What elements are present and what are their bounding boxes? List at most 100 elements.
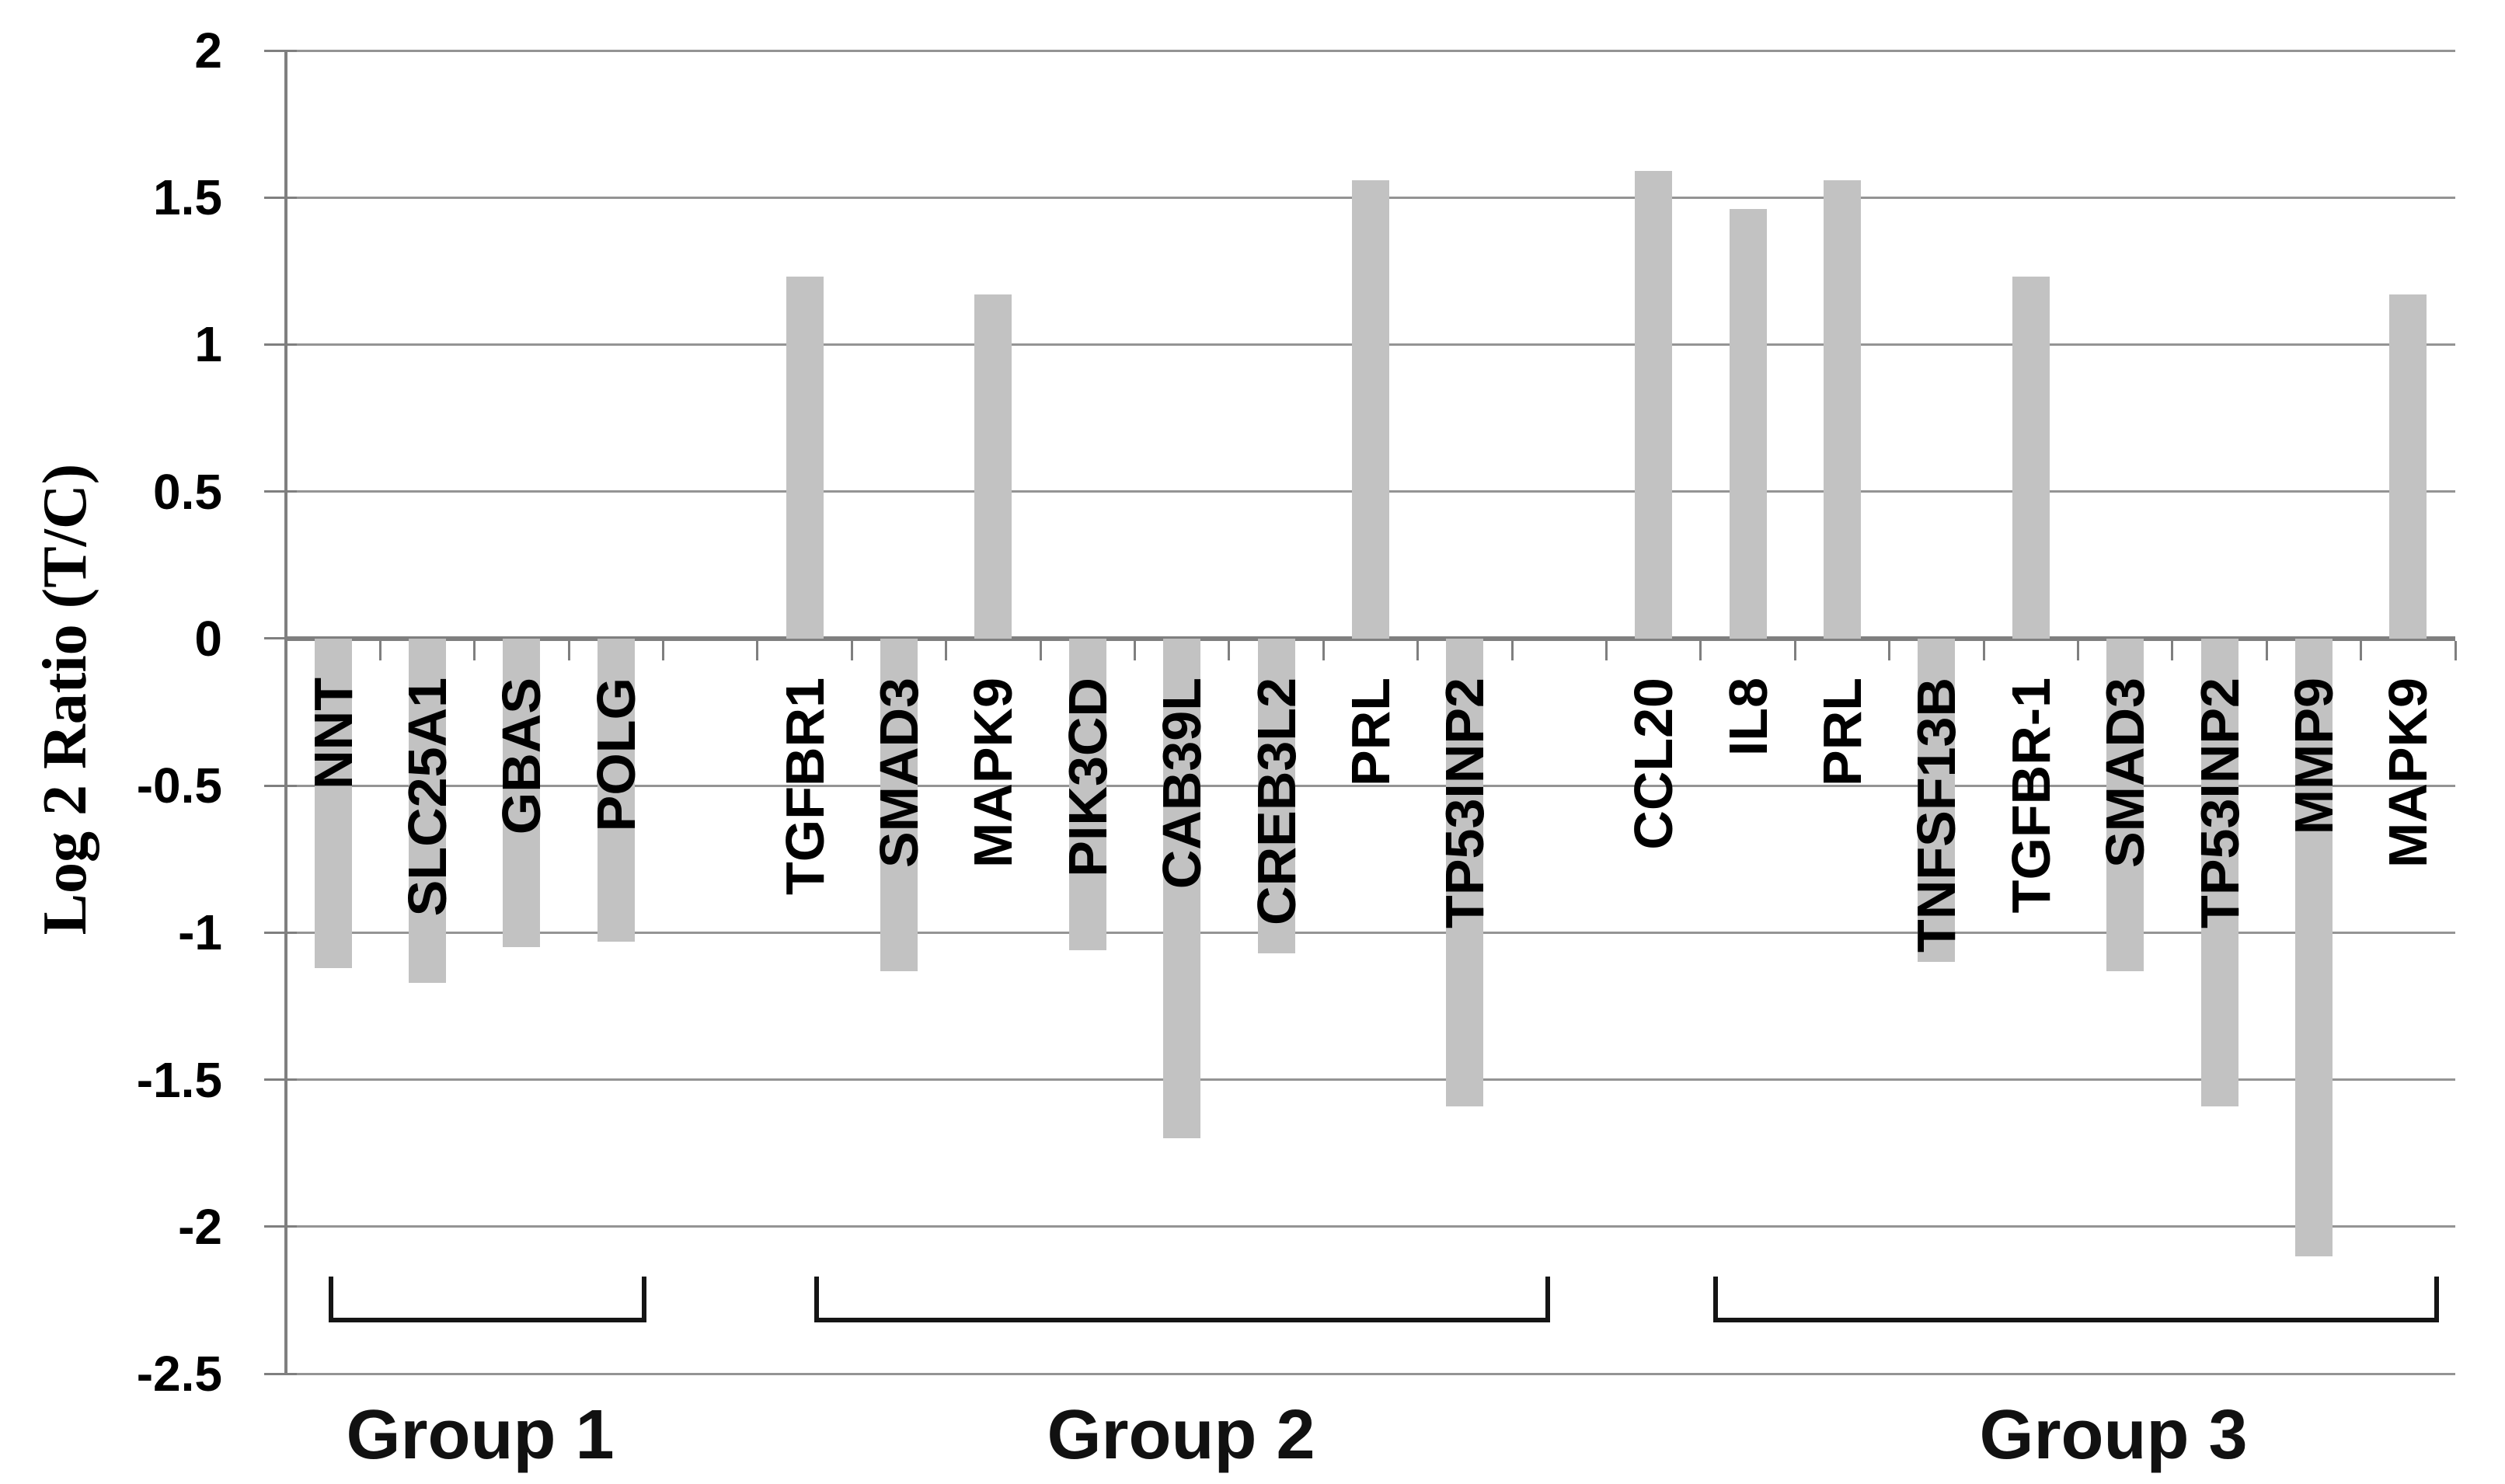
y-gridline	[286, 931, 2455, 934]
x-label-text: PIK3CD	[1057, 677, 1118, 877]
x-label-text: CREB3L2	[1246, 677, 1307, 925]
y-tick	[264, 343, 297, 346]
x-tick	[945, 640, 948, 660]
x-tick	[1039, 640, 1042, 660]
group-label-1: Group 1	[346, 1396, 615, 1474]
y-axis-line	[284, 51, 287, 1374]
y-tick-label: -2.5	[136, 1346, 222, 1402]
x-tick	[662, 640, 665, 660]
x-label-text: CCL20	[1623, 677, 1685, 850]
y-tick	[264, 931, 297, 934]
bar-TP53INP2	[1446, 638, 1484, 1106]
bar-CREB3L2	[1257, 638, 1295, 953]
x-tick	[850, 640, 853, 660]
x-label-text: MAPK9	[963, 677, 1024, 868]
x-tick	[2360, 640, 2363, 660]
bar-TP53INP2	[2200, 638, 2238, 1106]
x-label-text: TGFBR-1	[2000, 677, 2061, 914]
group-label-3: Group 3	[1979, 1396, 2248, 1474]
y-tick	[264, 1225, 297, 1228]
y-gridline	[286, 49, 2455, 52]
group-bracket-1	[329, 1277, 646, 1322]
bar-PRL	[1823, 179, 1861, 639]
x-label-text: MMP9	[2283, 677, 2344, 835]
y-tick-label: 0.5	[153, 463, 222, 520]
bar-PRL	[1352, 179, 1389, 639]
bar-CCL20	[1635, 171, 1673, 639]
y-gridline	[286, 1078, 2455, 1082]
x-label-MAPK9: MAPK9	[2378, 678, 2505, 868]
group-label-2: Group 2	[1047, 1396, 1315, 1474]
x-tick	[1982, 640, 1985, 660]
x-label-text: MAPK9	[2378, 677, 2439, 868]
x-label-text: NNT	[302, 677, 364, 789]
bar-IL8	[1729, 209, 1767, 639]
bar-POLG	[597, 638, 635, 942]
y-axis-title-text: Log 2 Ratio (T/C)	[31, 463, 99, 935]
x-label-text: TP53INP2	[2189, 677, 2250, 928]
y-gridline	[286, 1372, 2455, 1375]
zero-axis-line	[286, 636, 2455, 641]
bar-SMAD3	[880, 638, 918, 971]
y-tick	[264, 1078, 297, 1082]
y-tick	[264, 784, 297, 787]
x-tick	[1793, 640, 1796, 660]
x-tick	[1888, 640, 1891, 660]
x-tick	[2076, 640, 2079, 660]
y-gridline	[286, 1225, 2455, 1228]
x-tick	[1699, 640, 1702, 660]
x-label-text: SLC25A1	[397, 677, 458, 917]
bar-MAPK9	[2389, 294, 2427, 639]
x-label-text: TP53INP2	[1434, 677, 1496, 928]
x-tick	[1322, 640, 1325, 660]
group-bracket-3	[1713, 1277, 2439, 1322]
x-tick	[756, 640, 759, 660]
bar-MAPK9	[974, 294, 1012, 639]
y-tick	[264, 196, 297, 199]
x-tick	[1228, 640, 1231, 660]
x-tick	[2265, 640, 2268, 660]
y-tick-label: -1	[178, 904, 222, 961]
y-tick-label: 0	[194, 610, 222, 667]
x-label-text: SMAD3	[2095, 677, 2156, 868]
y-gridline	[286, 784, 2455, 787]
x-label-text: POLG	[585, 677, 646, 832]
x-tick	[567, 640, 570, 660]
x-label-text: GBAS	[491, 677, 552, 835]
y-tick	[264, 49, 297, 52]
x-label-text: PRL	[1811, 677, 1873, 786]
x-tick	[473, 640, 476, 660]
x-label-text: CAB39L	[1151, 677, 1213, 890]
bar-SMAD3	[2106, 638, 2144, 971]
x-tick	[1134, 640, 1137, 660]
x-label-text: SMAD3	[869, 677, 930, 868]
bar-SLC25A1	[409, 638, 447, 983]
y-tick	[264, 1372, 297, 1375]
y-tick-label: 1	[194, 316, 222, 373]
bar-PIK3CD	[1068, 638, 1106, 951]
y-tick-label: -1.5	[136, 1051, 222, 1108]
bar-TGFBR-1	[2012, 277, 2050, 639]
bar-GBAS	[503, 638, 541, 948]
x-tick	[378, 640, 381, 660]
y-tick	[264, 637, 297, 640]
bar-NNT	[314, 638, 352, 968]
group-bracket-2	[814, 1277, 1550, 1322]
x-label-IL8: IL8	[1718, 678, 1799, 756]
x-label-text: TGFBR1	[774, 677, 835, 895]
x-label-text: TNFSF13B	[1906, 677, 1967, 953]
bar-TNFSF13B	[1918, 638, 1956, 963]
x-label-text: PRL	[1340, 677, 1401, 786]
bar-TGFBR1	[786, 277, 824, 639]
y-tick-label: -0.5	[136, 758, 222, 814]
x-label-POLG: POLG	[586, 678, 743, 831]
x-tick	[2454, 640, 2457, 660]
x-tick	[1510, 640, 1514, 660]
bar-CAB39L	[1163, 638, 1201, 1139]
y-tick	[264, 490, 297, 493]
y-tick-label: 1.5	[153, 169, 222, 226]
y-tick-label: 2	[194, 23, 222, 78]
x-label-text: IL8	[1717, 677, 1779, 757]
y-tick-label: -2	[178, 1198, 222, 1255]
